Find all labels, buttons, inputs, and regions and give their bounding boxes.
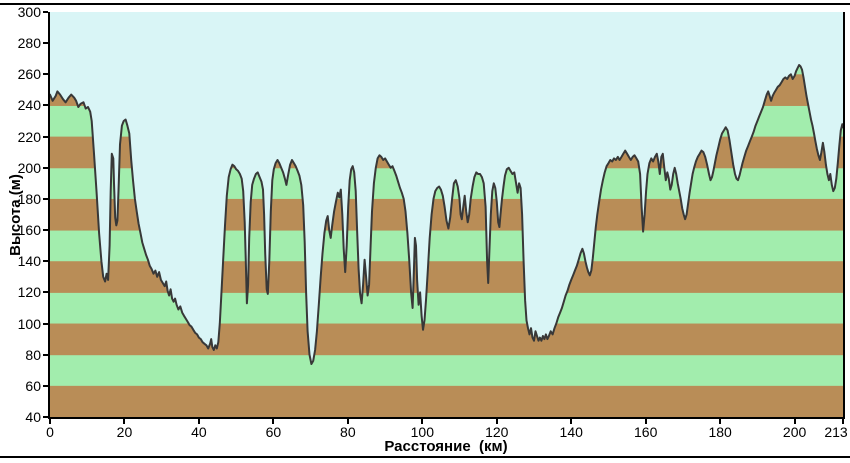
x-tick-label: 160 bbox=[633, 424, 658, 440]
x-tick-label: 20 bbox=[116, 424, 133, 440]
y-tick-mark bbox=[43, 104, 48, 107]
x-tick-mark bbox=[123, 419, 126, 424]
y-tick-label: 220 bbox=[17, 128, 41, 145]
x-tick-label: 40 bbox=[191, 424, 207, 440]
plot-area bbox=[50, 12, 843, 417]
top-border-line bbox=[0, 3, 850, 5]
y-tick-mark bbox=[43, 135, 48, 138]
x-tick-mark bbox=[719, 419, 722, 424]
y-tick-mark bbox=[43, 197, 48, 200]
x-tick-label: 100 bbox=[410, 424, 434, 440]
bottom-border-line bbox=[0, 456, 850, 458]
y-tick-mark bbox=[43, 322, 48, 325]
y-tick-label: 260 bbox=[17, 66, 41, 83]
y-tick-mark bbox=[43, 11, 48, 13]
y-tick-label: 280 bbox=[17, 35, 41, 52]
y-tick-mark bbox=[43, 166, 48, 169]
y-tick-label: 140 bbox=[17, 253, 41, 270]
elevation-band bbox=[50, 323, 843, 356]
y-tick-label: 100 bbox=[17, 315, 41, 332]
plot-right-border bbox=[843, 12, 845, 417]
x-tick-mark bbox=[421, 419, 424, 424]
x-tick-mark bbox=[842, 419, 844, 424]
y-tick-mark bbox=[43, 384, 48, 387]
y-tick-mark bbox=[43, 42, 48, 45]
y-axis-line bbox=[48, 12, 50, 419]
y-tick-mark bbox=[43, 291, 48, 294]
y-tick-mark bbox=[43, 229, 48, 232]
x-tick-mark bbox=[570, 419, 573, 424]
y-tick-mark bbox=[43, 353, 48, 356]
x-tick-label: 213 bbox=[824, 424, 848, 440]
x-axis-line bbox=[48, 417, 845, 419]
y-tick-label: 200 bbox=[17, 159, 41, 176]
x-tick-mark bbox=[272, 419, 275, 424]
x-tick-mark bbox=[793, 419, 796, 424]
y-tick-label: 120 bbox=[17, 284, 41, 301]
elevation-line bbox=[50, 64, 843, 365]
x-tick-mark bbox=[49, 419, 51, 424]
x-tick-label: 120 bbox=[485, 424, 509, 440]
x-tick-mark bbox=[644, 419, 647, 424]
x-tick-mark bbox=[495, 419, 498, 424]
y-tick-label: 180 bbox=[17, 190, 41, 207]
x-axis-title: Расстояние (км) bbox=[384, 438, 508, 455]
y-tick-label: 60 bbox=[25, 377, 41, 394]
x-tick-mark bbox=[197, 419, 200, 424]
y-tick-label: 300 bbox=[17, 4, 41, 20]
elevation-band bbox=[50, 385, 843, 417]
y-tick-label: 240 bbox=[17, 97, 41, 114]
y-tick-label: 40 bbox=[25, 409, 41, 425]
x-tick-label: 140 bbox=[559, 424, 583, 440]
x-tick-label: 0 bbox=[46, 424, 54, 440]
x-tick-label: 80 bbox=[340, 424, 356, 440]
x-tick-label: 200 bbox=[782, 424, 807, 440]
x-tick-label: 180 bbox=[708, 424, 732, 440]
y-tick-label: 80 bbox=[25, 346, 41, 363]
y-tick-mark bbox=[43, 73, 48, 76]
y-tick-mark bbox=[43, 416, 48, 418]
x-tick-label: 60 bbox=[265, 424, 282, 440]
y-tick-mark bbox=[43, 260, 48, 263]
y-tick-label: 160 bbox=[17, 222, 41, 239]
x-tick-mark bbox=[346, 419, 349, 424]
